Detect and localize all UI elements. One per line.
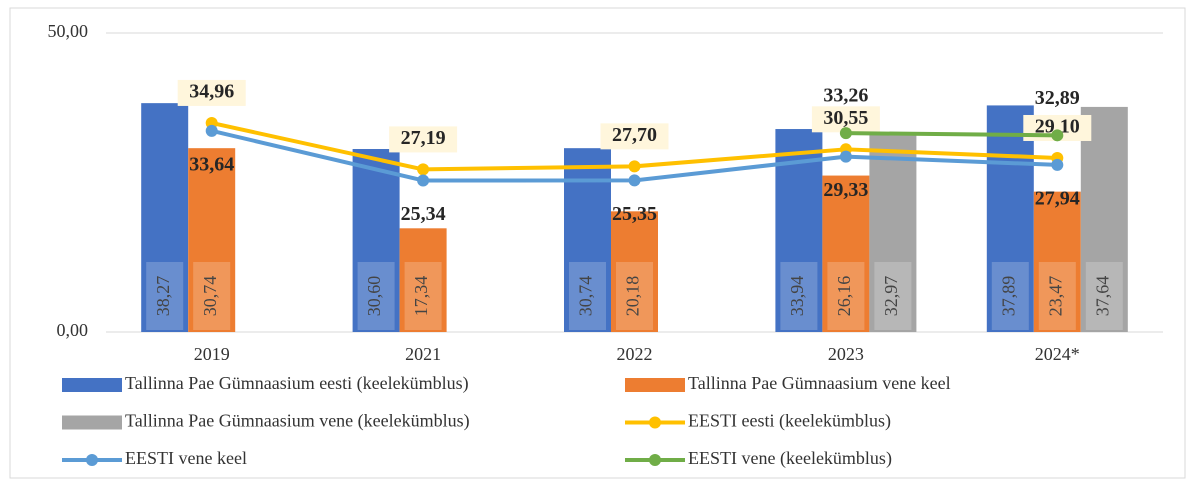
legend-marker (649, 416, 661, 429)
line-point (839, 150, 852, 163)
bar-value-label: 23,47 (1045, 276, 1065, 317)
legend-marker (649, 454, 661, 466)
line-point (417, 174, 430, 187)
legend-label: Tallinna Pae Gümnaasium vene keel (688, 373, 951, 393)
line-value-label: 25,35 (612, 203, 657, 225)
legend-label: EESTI vene (keelekümblus) (688, 448, 892, 469)
bar-value-label: 26,16 (834, 276, 854, 317)
line (845, 131, 1058, 138)
bar-value-label: 17,34 (411, 276, 431, 317)
bar (611, 211, 658, 332)
line-point (417, 163, 430, 176)
line-point (628, 160, 641, 173)
line-point (205, 124, 218, 137)
line-point (1051, 129, 1064, 142)
bar-label-box (357, 262, 395, 330)
bar-label-box (146, 262, 184, 330)
label-bg (177, 79, 246, 106)
bar (188, 148, 236, 332)
line-value-label: 25,34 (401, 203, 446, 225)
bar-value-label: 30,60 (364, 276, 384, 317)
line-value-label: 27,70 (612, 124, 657, 146)
bar-label-box (1038, 262, 1076, 330)
y-tick-label: 0,00 (57, 320, 89, 340)
legend-marker (86, 454, 98, 466)
chart-border (9, 7, 1186, 479)
bar-label-box (193, 262, 231, 330)
bar-value-label: 30,74 (576, 276, 596, 317)
line-point (628, 174, 641, 187)
line-value-label: 33,64 (189, 153, 234, 175)
bar-value-label: 38,27 (153, 276, 173, 317)
legend-label: EESTI vene keel (125, 448, 247, 468)
x-tick-label: 2019 (194, 344, 230, 364)
bar-label-box (569, 262, 606, 330)
label-bg (600, 123, 669, 150)
bar-label-box (1085, 262, 1123, 330)
bar-label-box (827, 262, 865, 330)
legend-label: Tallinna Pae Gümnaasium eesti (keelekümb… (125, 373, 469, 394)
legend-swatch (625, 378, 685, 392)
bar-label-box (404, 262, 442, 330)
bar-label-box (616, 262, 653, 330)
bar (869, 134, 917, 332)
bar-label-box (780, 262, 818, 330)
bar-label-box (874, 262, 912, 330)
legend-swatch (62, 415, 122, 430)
bar-value-label: 37,89 (998, 276, 1018, 317)
bar (399, 228, 447, 332)
y-tick-label: 50,00 (48, 21, 89, 41)
line-value-label: 29,10 (1035, 116, 1080, 138)
bar-value-label: 33,94 (787, 276, 807, 317)
bar (1080, 106, 1128, 332)
line-point (1051, 158, 1064, 171)
bar-value-label: 20,18 (623, 276, 643, 317)
bar-value-label: 30,74 (200, 276, 220, 317)
line-value-label: 32,89 (1035, 87, 1080, 109)
bar-value-label: 37,64 (1092, 276, 1112, 317)
label-bg (389, 126, 458, 153)
bar (822, 175, 870, 332)
x-tick-label: 2022 (617, 344, 653, 364)
bar (986, 105, 1034, 332)
x-tick-label: 2024* (1035, 344, 1080, 364)
line-value-label: 29,33 (823, 179, 868, 201)
bar (352, 149, 400, 332)
legend-label: EESTI eesti (keelekümblus) (688, 411, 891, 432)
x-tick-label: 2021 (405, 344, 441, 364)
line-value-label: 30,55 (823, 107, 868, 129)
line-value-label: 27,19 (401, 127, 446, 149)
line-point (839, 127, 852, 140)
line-value-label: 27,94 (1035, 188, 1080, 210)
bar-value-label: 32,97 (881, 276, 901, 317)
bar (141, 103, 189, 332)
bar (1033, 191, 1081, 332)
legend-swatch (62, 378, 122, 392)
line-value-label: 33,26 (823, 85, 868, 107)
bar-label-box (991, 262, 1029, 330)
legend-label: Tallinna Pae Gümnaasium vene (keelekümbl… (125, 411, 470, 432)
x-tick-label: 2023 (828, 344, 864, 364)
line-value-label: 34,96 (189, 81, 234, 103)
